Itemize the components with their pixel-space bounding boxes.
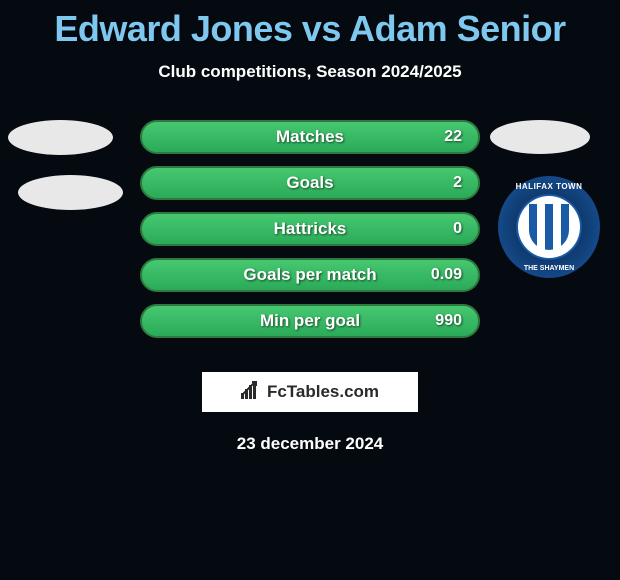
stat-value: 0 — [453, 220, 462, 238]
right-player-avatar-placeholder — [490, 120, 590, 154]
stat-value: 22 — [444, 128, 462, 146]
left-player-badge-placeholder — [18, 175, 123, 210]
comparison-subtitle: Club competitions, Season 2024/2025 — [0, 62, 620, 82]
brand-box[interactable]: FcTables.com — [202, 372, 418, 412]
stat-row: Hattricks 0 — [140, 212, 480, 246]
stat-label: Min per goal — [260, 311, 360, 331]
stat-row: Goals 2 — [140, 166, 480, 200]
comparison-panel: HALIFAX TOWN THE SHAYMEN Matches 22 Goal… — [0, 120, 620, 350]
stat-label: Goals — [286, 173, 333, 193]
bar-chart-icon — [241, 381, 263, 404]
stat-row: Matches 22 — [140, 120, 480, 154]
crest-inner — [518, 196, 580, 258]
stat-bars: Matches 22 Goals 2 Hattricks 0 Goals per… — [140, 120, 480, 338]
brand-text: FcTables.com — [267, 382, 379, 402]
crest-shield-icon — [529, 204, 569, 250]
crest-bottom-text: THE SHAYMEN — [498, 265, 600, 272]
stat-label: Matches — [276, 127, 344, 147]
stat-row: Goals per match 0.09 — [140, 258, 480, 292]
stat-label: Goals per match — [243, 265, 376, 285]
stat-value: 990 — [435, 312, 462, 330]
stat-row: Min per goal 990 — [140, 304, 480, 338]
footer-date: 23 december 2024 — [0, 434, 620, 454]
left-player-avatar-placeholder — [8, 120, 113, 155]
comparison-title: Edward Jones vs Adam Senior — [0, 0, 620, 50]
stat-label: Hattricks — [274, 219, 347, 239]
stat-value: 2 — [453, 174, 462, 192]
stat-value: 0.09 — [431, 266, 462, 284]
crest-top-text: HALIFAX TOWN — [498, 182, 600, 191]
right-player-crest: HALIFAX TOWN THE SHAYMEN — [498, 176, 600, 278]
